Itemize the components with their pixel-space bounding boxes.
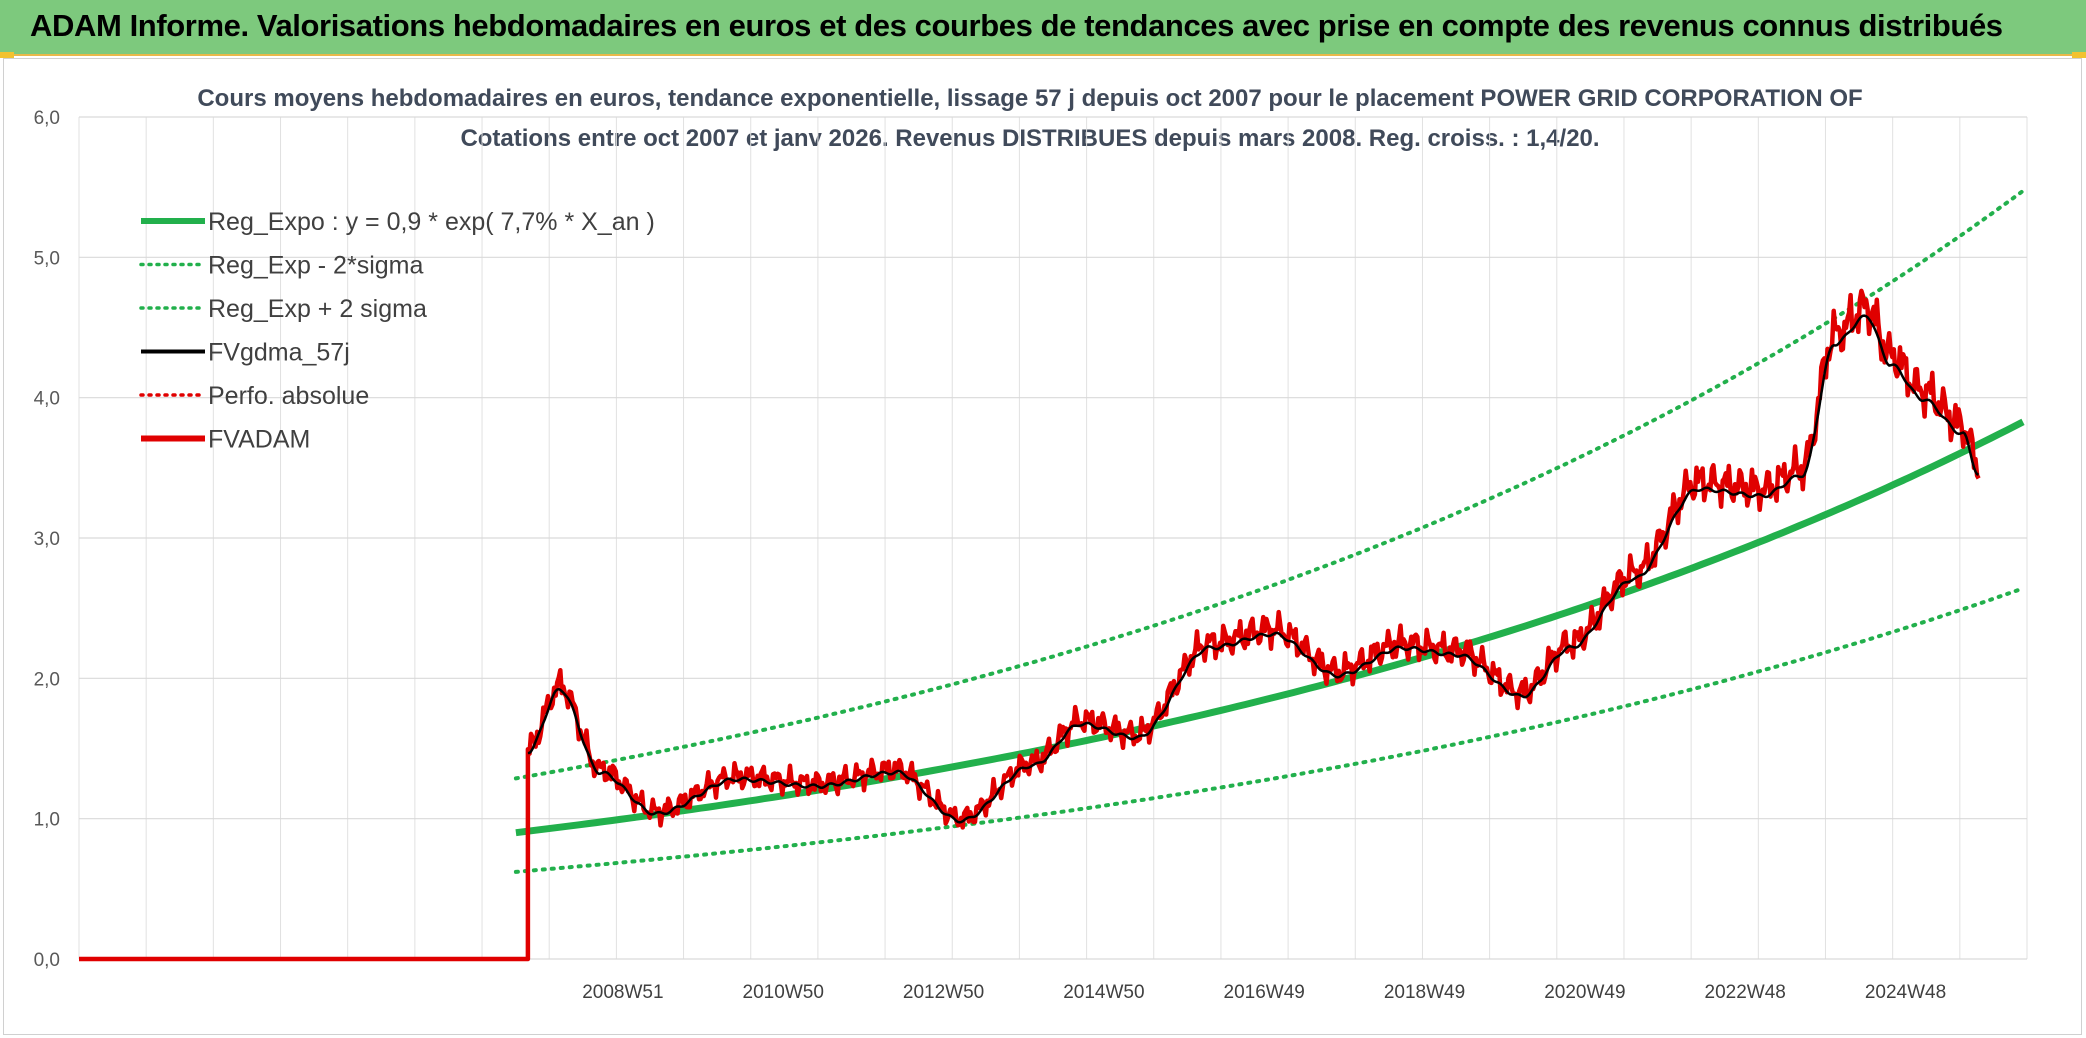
chart-subtitle: Cotations entre oct 2007 et janv 2026. R… bbox=[460, 125, 1600, 152]
legend-label: Reg_Expo : y = 0,9 * exp( 7,7% * X_an ) bbox=[208, 208, 655, 236]
x-axis-ticks: 2008W51 2010W50 2012W50 2014W50 2016W49 2018W… bbox=[582, 982, 1946, 1003]
chart-title: Cours moyens hebdomadaires en euros, ten… bbox=[197, 85, 1863, 112]
grid-lines bbox=[78, 116, 2028, 960]
report-banner: ADAM Informe. Valorisations hebdomadaire… bbox=[0, 0, 2086, 56]
x-tick-label: 2016W49 bbox=[1224, 982, 1305, 1003]
y-tick-label: 4,0 bbox=[34, 389, 60, 410]
x-tick-label: 2024W48 bbox=[1865, 982, 1946, 1003]
x-tick-label: 2010W50 bbox=[743, 982, 824, 1003]
corner-accent-left bbox=[0, 52, 14, 58]
reg-expo-line bbox=[515, 418, 2025, 837]
legend-label: Reg_Exp - 2*sigma bbox=[208, 252, 423, 280]
legend-label: Reg_Exp + 2 sigma bbox=[208, 295, 427, 323]
report-title: ADAM Informe. Valorisations hebdomadaire… bbox=[30, 8, 2003, 43]
x-tick-label: 2022W48 bbox=[1705, 982, 1786, 1003]
corner-accent-right bbox=[2072, 52, 2086, 58]
y-tick-label: 0,0 bbox=[34, 950, 60, 971]
reg-plus-2sigma-line bbox=[513, 188, 2025, 781]
x-tick-label: 2020W49 bbox=[1544, 982, 1625, 1003]
x-tick-label: 2018W49 bbox=[1384, 982, 1465, 1003]
y-tick-label: 1,0 bbox=[34, 810, 60, 831]
legend-label: Perfo. absolue bbox=[208, 382, 369, 410]
legend-label: FVgdma_57j bbox=[208, 339, 350, 367]
reg-minus-2sigma-line bbox=[513, 586, 2025, 874]
series-lines bbox=[79, 188, 2025, 962]
legend-label: FVADAM bbox=[208, 426, 310, 454]
fvgdma-57j-line bbox=[527, 314, 1979, 824]
y-tick-label: 3,0 bbox=[34, 529, 60, 550]
y-axis-ticks: 0,0 1,0 2,0 3,0 4,0 5,0 6,0 bbox=[34, 108, 60, 971]
x-tick-label: 2014W50 bbox=[1063, 982, 1144, 1003]
x-tick-label: 2012W50 bbox=[903, 982, 984, 1003]
x-tick-label: 2008W51 bbox=[582, 982, 663, 1003]
fvadam-line bbox=[79, 288, 1981, 962]
y-tick-label: 2,0 bbox=[34, 669, 60, 690]
y-tick-label: 6,0 bbox=[34, 108, 60, 129]
chart-frame bbox=[3, 58, 2082, 1035]
y-tick-label: 5,0 bbox=[34, 248, 60, 269]
legend: Reg_Expo : y = 0,9 * exp( 7,7% * X_an ) R… bbox=[139, 208, 655, 454]
